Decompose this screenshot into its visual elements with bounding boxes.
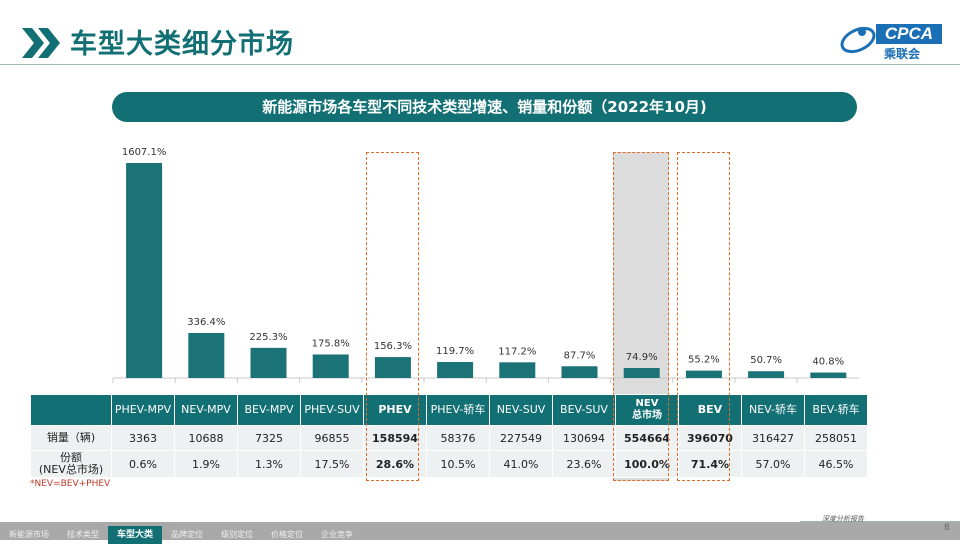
- footer-tab[interactable]: 价格定位: [271, 530, 304, 539]
- table-row: 销量（辆) 3363 10688 7325 96855 158594 58376 227549…: [30, 425, 868, 451]
- table-cell: 130694: [552, 425, 616, 451]
- highlight-box-nev-total: [613, 152, 669, 481]
- bar: [437, 361, 474, 378]
- table-cell: 3363: [111, 425, 175, 451]
- table-cell: 57.0%: [741, 450, 805, 478]
- footer-tab[interactable]: 新能源市场: [9, 530, 49, 539]
- table-row: 份额 (NEV总市场) 0.6% 1.9% 1.3% 17.5% 28.6% 10.5% 41…: [30, 450, 868, 478]
- data-label: 40.8%: [812, 357, 844, 368]
- logo-text: CPCA: [876, 24, 942, 44]
- row-label: 份额 (NEV总市场): [30, 450, 112, 478]
- data-label: 74.9%: [626, 352, 658, 363]
- table-cell: 17.5%: [300, 450, 364, 478]
- highlight-box-phev: [366, 152, 419, 481]
- bar: [188, 332, 225, 378]
- footnote: *NEV=BEV+PHEV: [30, 479, 111, 489]
- table-cell: 227549: [489, 425, 553, 451]
- data-label: 336.4%: [187, 317, 225, 328]
- logo-sub: 乘联会: [884, 47, 921, 61]
- data-label: 87.7%: [564, 350, 596, 361]
- data-label: 117.2%: [498, 346, 536, 357]
- chevron-icon: [22, 28, 60, 58]
- column-header: PHEV-MPV: [111, 394, 175, 426]
- table-cell: 1.3%: [237, 450, 301, 478]
- report-label: 深度分析报告: [822, 515, 864, 523]
- column-header: PHEV-轿车: [426, 394, 490, 426]
- bar: [312, 354, 349, 378]
- table-cell: 28.6%: [363, 450, 427, 478]
- data-label: 50.7%: [750, 355, 782, 366]
- chart-subtitle: 新能源市场各车型不同技术类型增速、销量和份额（2022年10月): [112, 92, 857, 122]
- column-header: NEV-SUV: [489, 394, 553, 426]
- report-divider: [800, 521, 960, 522]
- column-header: BEV-MPV: [237, 394, 301, 426]
- table-cell: 158594: [363, 425, 427, 451]
- table-header-row: PHEV-MPV NEV-MPV BEV-MPV PHEV-SUV PHEV PHEV-轿…: [30, 394, 868, 426]
- page-title: 车型大类细分市场: [70, 29, 294, 60]
- header-divider: [0, 64, 960, 65]
- data-label: 1607.1%: [122, 147, 167, 158]
- column-header: NEV-轿车: [741, 394, 805, 426]
- footer-tab[interactable]: 企业竞争: [321, 530, 354, 539]
- table-cell: 0.6%: [111, 450, 175, 478]
- table-cell: 71.4%: [678, 450, 742, 478]
- bar: [561, 366, 598, 378]
- bar: [623, 367, 660, 378]
- bar: [250, 347, 287, 378]
- row-label: 销量（辆): [30, 425, 112, 451]
- bar: [685, 370, 722, 378]
- bar: [499, 362, 536, 378]
- bar: [810, 372, 847, 378]
- column-header: BEV-轿车: [804, 394, 868, 426]
- data-label: 55.2%: [688, 355, 720, 366]
- cpca-logo: CPCA 乘联会: [838, 20, 948, 61]
- column-header: BEV-SUV: [552, 394, 616, 426]
- table-cell: 58376: [426, 425, 490, 451]
- footer-tab[interactable]: 技术类型: [67, 530, 99, 539]
- table-cell: 258051: [804, 425, 868, 451]
- table-cell: 7325: [237, 425, 301, 451]
- table-cell: 10688: [174, 425, 238, 451]
- table-cell: 316427: [741, 425, 805, 451]
- column-header: BEV: [678, 394, 742, 426]
- table-corner: [30, 394, 112, 426]
- footer-tab[interactable]: 车型大类: [108, 526, 163, 544]
- data-label: 175.8%: [312, 338, 350, 349]
- data-label: 225.3%: [249, 332, 287, 343]
- table-cell: 46.5%: [804, 450, 868, 478]
- data-label: 156.3%: [374, 341, 412, 352]
- table-cell: 41.0%: [489, 450, 553, 478]
- logo-swoosh-icon: [840, 26, 876, 54]
- highlight-box-bev: [677, 152, 730, 481]
- table-cell: 10.5%: [426, 450, 490, 478]
- data-table: PHEV-MPV NEV-MPV BEV-MPV PHEV-SUV PHEV PHEV-轿…: [30, 394, 868, 478]
- page-number: 8: [944, 523, 950, 533]
- bar: [748, 371, 785, 378]
- column-header: PHEV: [363, 394, 427, 426]
- column-header: NEV-MPV: [174, 394, 238, 426]
- column-header: PHEV-SUV: [300, 394, 364, 426]
- footer-nav: 新能源市场 技术类型 车型大类 品牌定位 级别定位 价格定位 企业竞争: [0, 522, 960, 544]
- data-label: 119.7%: [436, 346, 474, 357]
- table-cell: 96855: [300, 425, 364, 451]
- footer-tab[interactable]: 级别定位: [221, 530, 254, 539]
- bar: [126, 163, 163, 378]
- footer-tab[interactable]: 品牌定位: [171, 530, 204, 539]
- table-cell: 1.9%: [174, 450, 238, 478]
- table-cell: 23.6%: [552, 450, 616, 478]
- bar: [374, 357, 411, 378]
